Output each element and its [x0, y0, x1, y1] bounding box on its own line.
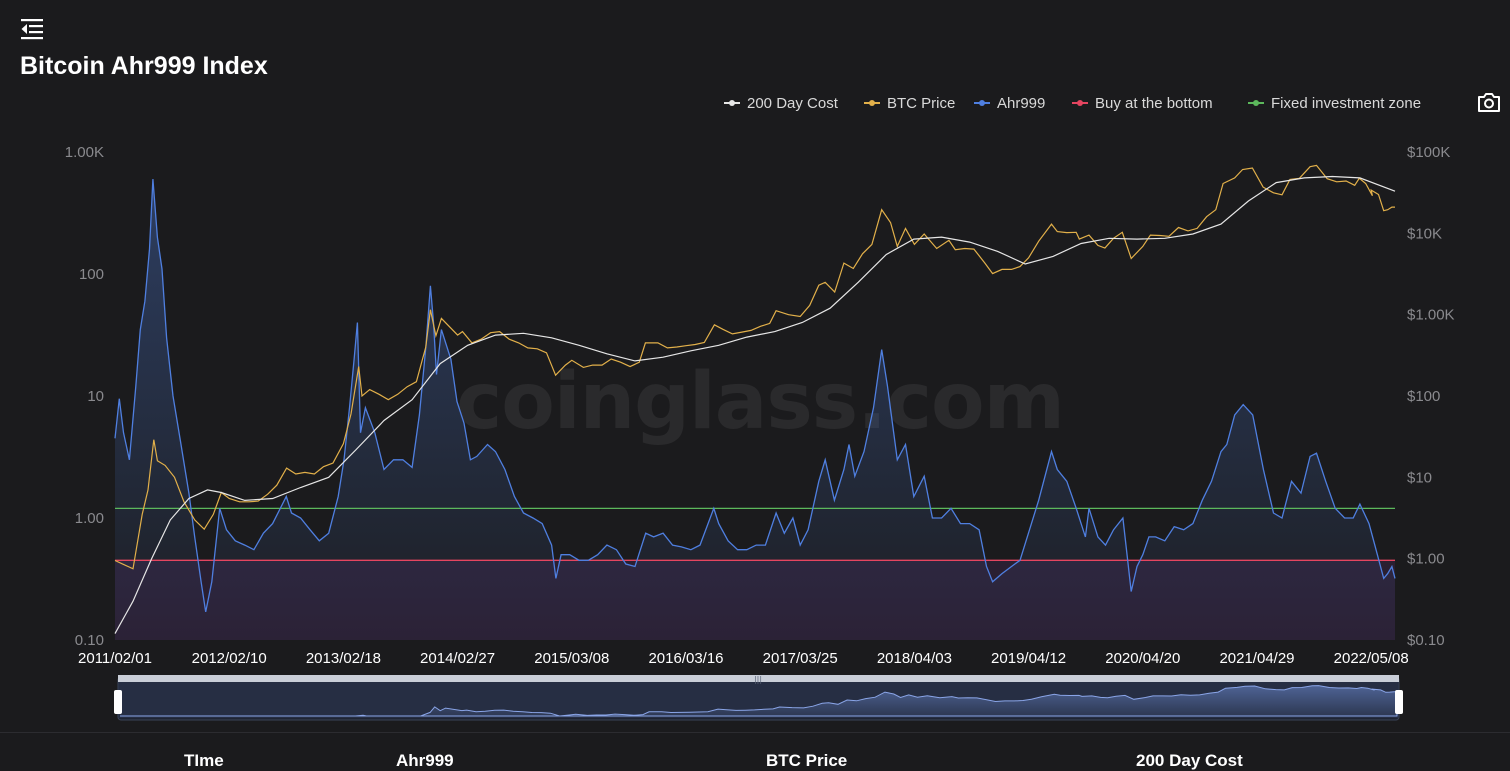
- svg-text:|||: |||: [754, 675, 762, 684]
- x-tick-label: 2019/04/12: [991, 650, 1066, 667]
- legend-item[interactable]: 200 Day Cost: [724, 95, 839, 112]
- x-tick-label: 2020/04/20: [1105, 650, 1180, 667]
- x-tick-label: 2012/02/10: [192, 650, 267, 667]
- data-zoom-handle-left[interactable]: [114, 690, 122, 714]
- legend-marker: [869, 100, 875, 106]
- y-right-tick-label: $0.10: [1407, 632, 1445, 649]
- legend-label: BTC Price: [887, 95, 955, 112]
- legend-marker: [979, 100, 985, 106]
- column-header-200-day-cost[interactable]: 200 Day Cost: [1136, 751, 1243, 770]
- legend-marker: [729, 100, 735, 106]
- x-tick-label: 2015/03/08: [534, 650, 609, 667]
- y-right-tick-label: $1.00: [1407, 551, 1445, 568]
- page-title: Bitcoin Ahr999 Index: [20, 52, 268, 80]
- x-tick-label: 2021/04/29: [1219, 650, 1294, 667]
- column-header-btc-price[interactable]: BTC Price: [766, 751, 848, 770]
- chart-legend: 200 Day Cost BTC Price Ahr999 Buy at the bo…: [724, 95, 1421, 112]
- legend-marker: [1077, 100, 1083, 106]
- x-tick-label: 2011/02/01: [78, 650, 152, 667]
- legend-label: 200 Day Cost: [747, 95, 839, 112]
- x-tick-label: 2018/04/03: [877, 650, 952, 667]
- y-right-tick-label: $10K: [1407, 225, 1442, 242]
- legend-item[interactable]: Ahr999: [974, 95, 1045, 112]
- column-header-time[interactable]: TIme: [184, 751, 224, 770]
- camera-icon[interactable]: [1477, 91, 1501, 113]
- ahr999-area: [115, 179, 1395, 640]
- y-left-tick-label: 0.10: [75, 632, 104, 649]
- y-left-tick-label: 10: [87, 388, 104, 405]
- column-header-ahr999[interactable]: Ahr999: [396, 751, 454, 770]
- legend-item[interactable]: Buy at the bottom: [1072, 95, 1213, 112]
- legend-item[interactable]: BTC Price: [864, 95, 955, 112]
- x-tick-label: 2014/02/27: [420, 650, 495, 667]
- y-left-tick-label: 1.00K: [65, 144, 104, 161]
- data-zoom-slider[interactable]: |||: [114, 675, 1403, 721]
- menu-collapse-icon[interactable]: [20, 17, 44, 41]
- y-left-tick-label: 1.00: [75, 510, 104, 527]
- btc-price-series-line: [114, 164, 1395, 570]
- data-zoom-preview: [120, 685, 1398, 717]
- y-left-tick-label: 100: [79, 266, 104, 283]
- y-right-tick-label: $100: [1407, 388, 1440, 405]
- legend-item[interactable]: Fixed investment zone: [1248, 95, 1421, 112]
- data-zoom-drag-bar[interactable]: [118, 675, 1399, 682]
- 200-day-cost-series-line: [114, 175, 1396, 634]
- chart-canvas: 200 Day Cost BTC Price Ahr999 Buy at the bo…: [65, 95, 1455, 721]
- ahr999-series-line: [114, 179, 1396, 613]
- x-tick-label: 2017/03/25: [763, 650, 838, 667]
- y-right-tick-label: $1.00K: [1407, 307, 1455, 324]
- x-tick-label: 2022/05/08: [1334, 650, 1409, 667]
- legend-label: Ahr999: [997, 95, 1045, 112]
- y-axis-right: $0.10 $1.00 $10 $100 $1.00K $10K $100K: [1407, 144, 1455, 649]
- y-right-tick-label: $10: [1407, 469, 1432, 486]
- legend-label: Buy at the bottom: [1095, 95, 1213, 112]
- data-zoom-handle-right[interactable]: [1395, 690, 1403, 714]
- watermark: coinglass.com: [456, 357, 1064, 447]
- legend-marker: [1253, 100, 1259, 106]
- x-tick-label: 2013/02/18: [306, 650, 381, 667]
- y-right-tick-label: $100K: [1407, 144, 1450, 161]
- data-table-header: TIme Ahr999 BTC Price 200 Day Cost: [0, 732, 1510, 771]
- x-tick-label: 2016/03/16: [648, 650, 723, 667]
- legend-label: Fixed investment zone: [1271, 95, 1421, 112]
- x-axis: 2011/02/01 2012/02/10 2013/02/18 2014/02/27…: [78, 650, 1409, 667]
- y-axis-left: 0.10 1.00 10 100 1.00K: [65, 144, 104, 649]
